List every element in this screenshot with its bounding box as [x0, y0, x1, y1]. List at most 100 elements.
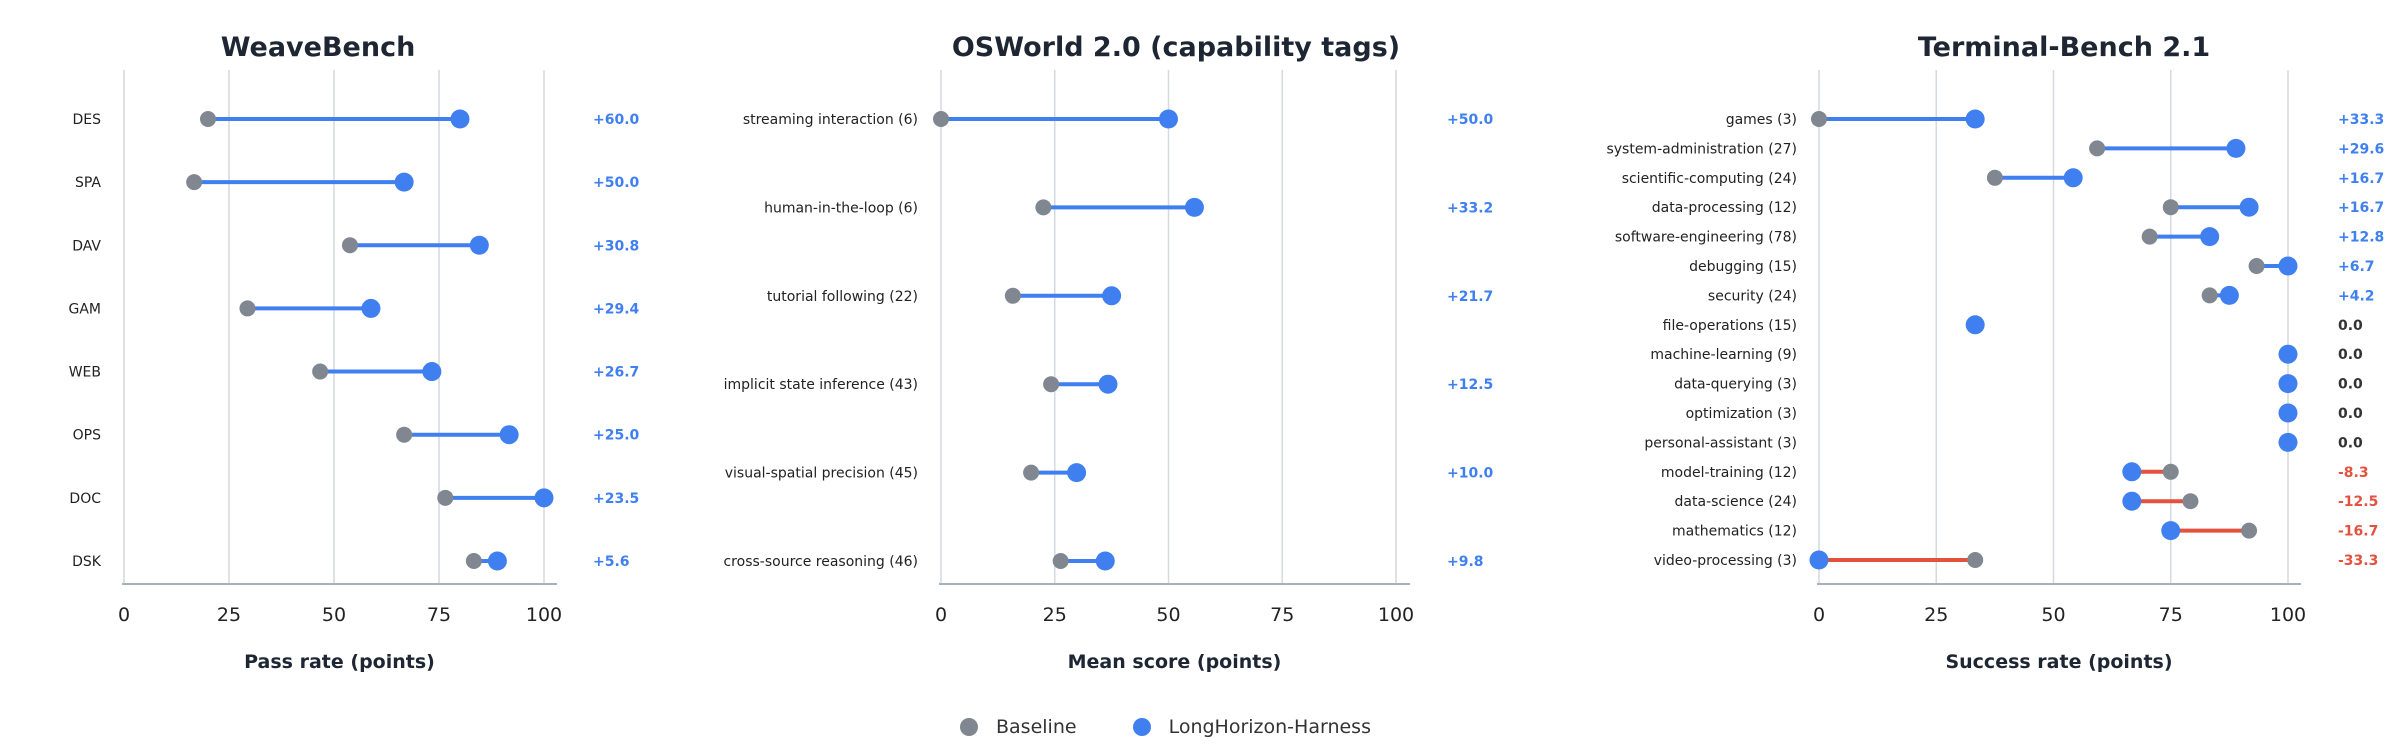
chart-0-baseline-point-6	[437, 489, 454, 506]
chart-2-harness-point-9	[2278, 374, 2298, 394]
chart-2-tick-label-2: 50	[2041, 604, 2065, 626]
chart-2-category-label-14: mathematics (12)	[1672, 524, 1797, 540]
chart-2-delta-label-11: 0.0	[2338, 435, 2363, 451]
chart-0-baseline-point-7	[465, 552, 482, 569]
chart-2-baseline-point-1	[2089, 140, 2106, 157]
chart-2-category-label-11: personal-assistant (3)	[1644, 435, 1797, 451]
chart-1-harness-point-3	[1098, 374, 1118, 394]
chart-2-harness-point-1	[2226, 138, 2246, 158]
chart-0-delta-label-5: +25.0	[593, 428, 640, 444]
chart-0-baseline-point-2	[341, 237, 358, 254]
chart-2-harness-point-3	[2239, 197, 2259, 217]
chart-2-baseline-point-6	[2201, 287, 2218, 304]
chart-2-tick-label-1: 25	[1924, 604, 1948, 626]
chart-2-category-label-12: model-training (12)	[1661, 465, 1797, 481]
chart-2-category-label-2: scientific-computing (24)	[1622, 171, 1797, 187]
chart-2-category-label-9: data-querying (3)	[1674, 377, 1797, 393]
chart-1-delta-label-0: +50.0	[1447, 112, 1494, 128]
legend-item-harness: LongHorizon-Harness	[1132, 716, 1371, 738]
chart-0-harness-point-0	[450, 109, 470, 129]
chart-1-category-label-3: implicit state inference (43)	[724, 377, 918, 393]
chart-2-baseline-point-13	[2182, 493, 2199, 510]
chart-0-tick-label-2: 50	[322, 604, 346, 626]
chart-1-harness-point-2	[1102, 286, 1122, 306]
chart-2-baseline-point-3	[2162, 199, 2179, 216]
chart-1-harness-point-0	[1159, 109, 1178, 129]
chart-2-baseline-point-5	[2248, 258, 2265, 274]
chart-1-delta-label-1: +33.2	[1447, 200, 1493, 216]
legend-marker-harness	[1132, 718, 1151, 736]
chart-0-tick-label-4: 100	[526, 604, 562, 626]
chart-1-harness-point-4	[1067, 463, 1087, 483]
chart-1-delta-label-4: +10.0	[1447, 466, 1494, 482]
chart-2-baseline-point-14	[2241, 522, 2258, 539]
chart-2-harness-point-12	[2122, 462, 2142, 482]
chart-0-harness-point-1	[394, 172, 414, 192]
chart-2-delta-label-1: +29.6	[2338, 141, 2384, 157]
chart-1-baseline-point-4	[1023, 464, 1040, 481]
chart-0-category-label-2: DAV	[72, 238, 101, 254]
chart-2-category-label-6: security (24)	[1708, 288, 1797, 304]
chart-0-delta-label-6: +23.5	[593, 491, 639, 507]
chart-2-x-label: Success rate (points)	[1945, 651, 2172, 673]
chart-2-baseline-point-12	[2162, 463, 2179, 480]
chart-2-baseline-point-0	[1811, 111, 1827, 127]
legend-label-harness: LongHorizon-Harness	[1168, 716, 1371, 738]
chart-2-category-label-15: video-processing (3)	[1654, 553, 1797, 569]
chart-0-harness-point-6	[534, 488, 554, 508]
chart-0-harness-point-5	[499, 425, 519, 445]
chart-2-delta-label-4: +12.8	[2338, 230, 2384, 246]
chart-1-tick-label-0: 0	[935, 604, 947, 626]
chart-0-delta-label-7: +5.6	[593, 554, 630, 570]
chart-2-delta-label-3: +16.7	[2338, 200, 2384, 216]
chart-1-category-label-5: cross-source reasoning (46)	[723, 554, 918, 570]
chart-1-harness-point-5	[1095, 551, 1115, 571]
chart-0-category-label-4: WEB	[69, 365, 101, 381]
chart-1-delta-label-5: +9.8	[1447, 554, 1484, 570]
chart-0-delta-label-1: +50.0	[593, 175, 640, 191]
chart-1-category-label-2: tutorial following (22)	[767, 289, 918, 305]
chart-1-tick-label-1: 25	[1043, 604, 1067, 626]
chart-2-category-label-0: games (3)	[1726, 112, 1797, 128]
chart-2-harness-point-0	[1965, 109, 1985, 129]
chart-2-delta-label-10: 0.0	[2338, 406, 2363, 422]
chart-2-category-label-8: machine-learning (9)	[1650, 347, 1797, 363]
chart-2-delta-label-5: +6.7	[2338, 259, 2375, 275]
chart-2-tick-label-4: 100	[2270, 604, 2306, 626]
chart-1-tick-label-4: 100	[1378, 604, 1414, 626]
chart-2-category-label-4: software-engineering (78)	[1615, 230, 1797, 246]
chart-2-harness-point-7	[1965, 315, 1985, 335]
legend: Baseline LongHorizon-Harness	[960, 712, 1427, 742]
chart-0-delta-label-3: +29.4	[593, 301, 640, 317]
chart-1-category-label-0: streaming interaction (6)	[743, 112, 918, 128]
chart-1-baseline-point-2	[1004, 287, 1021, 304]
chart-2-delta-label-8: 0.0	[2338, 347, 2363, 363]
chart-2-harness-point-8	[2278, 344, 2298, 364]
chart-0-tick-label-0: 0	[118, 604, 130, 626]
chart-2-category-label-5: debugging (15)	[1689, 259, 1797, 275]
chart-2-harness-point-13	[2122, 491, 2142, 511]
chart-0-harness-point-3	[361, 298, 381, 318]
chart-0-tick-label-1: 25	[217, 604, 241, 626]
chart-1-harness-point-1	[1184, 197, 1204, 217]
chart-1-baseline-point-5	[1052, 553, 1069, 569]
chart-2-tick-label-0: 0	[1813, 604, 1825, 626]
chart-2-delta-label-14: -16.7	[2338, 524, 2378, 540]
chart-2-category-label-13: data-science (24)	[1675, 494, 1797, 510]
chart-0-harness-point-7	[487, 551, 507, 571]
chart-2-category-label-10: optimization (3)	[1686, 406, 1797, 422]
chart-1-delta-label-2: +21.7	[1447, 289, 1493, 305]
chart-0-delta-label-2: +30.8	[593, 238, 639, 254]
chart-2-delta-label-12: -8.3	[2338, 465, 2369, 481]
chart-2-tick-label-3: 75	[2159, 604, 2183, 626]
legend-marker-baseline	[960, 718, 978, 736]
chart-0-x-label: Pass rate (points)	[244, 651, 435, 673]
chart-2-delta-label-7: 0.0	[2338, 318, 2363, 334]
chart-2-category-label-7: file-operations (15)	[1663, 318, 1797, 334]
chart-0-baseline-point-4	[312, 363, 329, 380]
chart-0-harness-point-4	[422, 362, 442, 382]
chart-2-delta-label-13: -12.5	[2338, 494, 2378, 510]
chart-0-title: WeaveBench	[221, 32, 416, 63]
